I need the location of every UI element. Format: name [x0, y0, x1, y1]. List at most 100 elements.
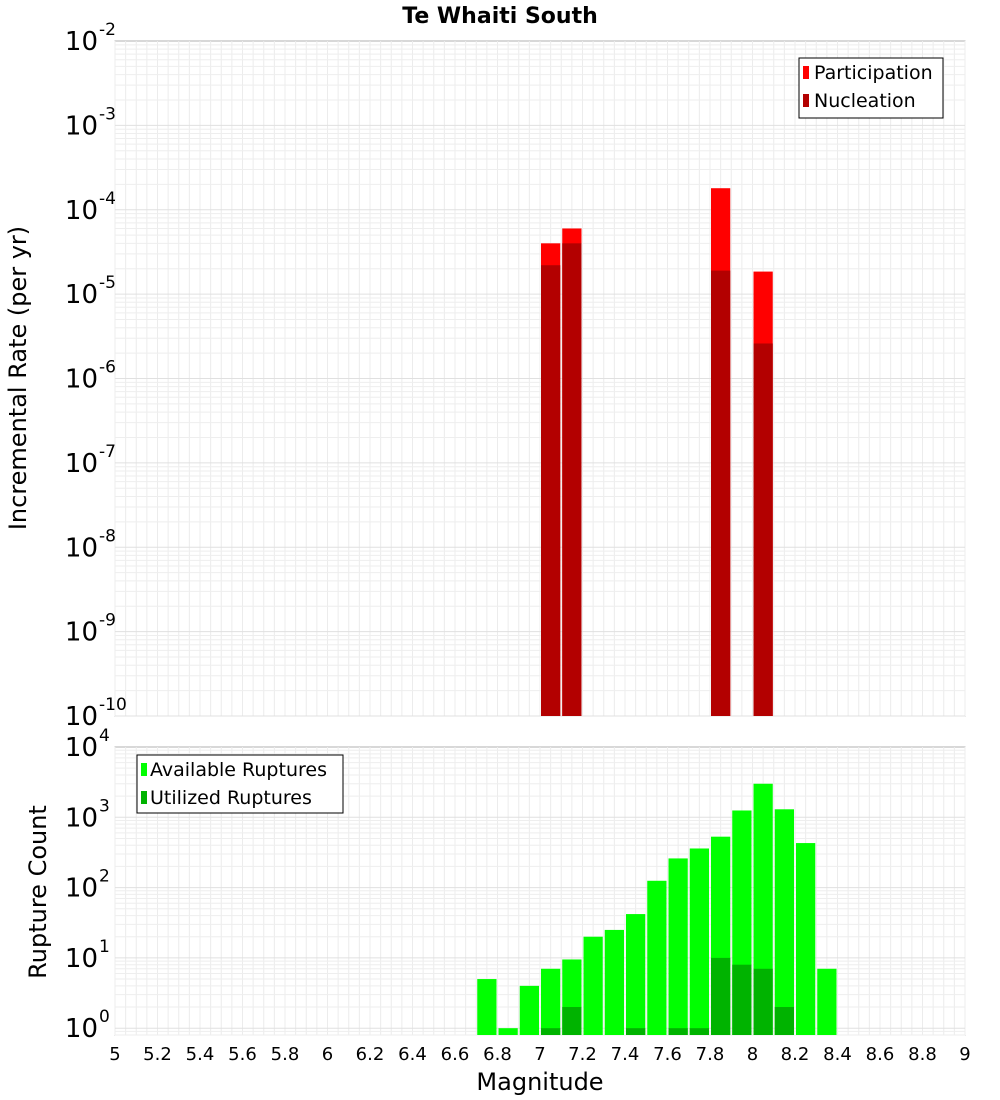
y-tick-label: 10 -5	[65, 273, 116, 310]
y-tick-exponent: -2	[99, 20, 116, 40]
count-legend: Available Ruptures Utilized Ruptures	[136, 754, 344, 814]
y-tick-base: 10	[65, 365, 98, 395]
bar-available-ruptures	[817, 968, 837, 1035]
bar-utilized-ruptures	[541, 1028, 561, 1035]
x-tick-label: 6.4	[398, 1044, 427, 1065]
bar-available-ruptures	[583, 936, 603, 1035]
y-tick-base: 10	[65, 733, 98, 763]
y-tick-label: 10 -7	[65, 442, 116, 479]
y-tick-exponent: -9	[99, 611, 116, 631]
y-tick-label: 10 -4	[65, 189, 116, 226]
y-tick-label: 10 -3	[65, 104, 116, 141]
bar-utilized-ruptures	[562, 1007, 582, 1035]
y-tick-exponent: 0	[99, 1007, 110, 1027]
x-axis-label: Magnitude	[476, 1068, 603, 1096]
bar-utilized-ruptures	[732, 964, 752, 1035]
x-tick-label: 5.2	[143, 1044, 172, 1065]
bar-available-ruptures	[626, 914, 646, 1035]
y-tick-exponent: -5	[99, 273, 116, 293]
y-tick-base: 10	[65, 196, 98, 226]
y-tick-exponent: -3	[99, 104, 116, 124]
rate-y-axis-label: Incremental Rate (per yr)	[4, 226, 32, 530]
y-tick-exponent: -10	[99, 695, 127, 715]
bar-nucleation	[562, 243, 582, 717]
x-tick-label: 5.8	[271, 1044, 300, 1065]
x-tick-label: 6.2	[356, 1044, 385, 1065]
y-tick-label: 10 2	[65, 867, 110, 904]
y-tick-label: 10 0	[65, 1007, 110, 1044]
count-legend-box	[136, 754, 344, 814]
legend-swatch-utilized-ruptures	[141, 791, 147, 804]
x-tick-label: 8	[747, 1044, 758, 1065]
bar-nucleation	[711, 270, 731, 716]
y-tick-base: 10	[65, 944, 98, 974]
y-tick-exponent: -6	[99, 358, 116, 378]
legend-label-utilized-ruptures: Utilized Ruptures	[150, 787, 312, 809]
y-tick-label: 10 -8	[65, 526, 116, 563]
y-tick-base: 10	[65, 533, 98, 563]
count-bars	[477, 783, 837, 1035]
x-tick-label: 9	[959, 1044, 970, 1065]
bar-utilized-ruptures	[774, 1007, 794, 1035]
x-tick-label: 5.4	[186, 1044, 215, 1065]
y-tick-base: 10	[65, 111, 98, 141]
legend-swatch-participation	[803, 66, 809, 79]
x-tick-label: 7.4	[611, 1044, 640, 1065]
y-tick-exponent: 4	[99, 726, 110, 746]
y-tick-exponent: 2	[99, 867, 110, 887]
y-tick-label: 10 4	[65, 726, 110, 763]
x-tick-label: 8.2	[781, 1044, 810, 1065]
x-tick-label: 7.6	[653, 1044, 682, 1065]
x-tick-label: 6.8	[483, 1044, 512, 1065]
legend-label-participation: Participation	[814, 62, 933, 84]
bar-utilized-ruptures	[626, 1028, 646, 1035]
chart-title: Te Whaiti South	[402, 4, 598, 29]
x-tick-label: 5	[109, 1044, 120, 1065]
bar-available-ruptures	[668, 858, 688, 1035]
y-tick-base: 10	[65, 449, 98, 479]
rate-legend: Participation Nucleation	[798, 57, 944, 119]
y-tick-exponent: -7	[99, 442, 116, 462]
x-tick-label: 8.6	[866, 1044, 895, 1065]
bar-available-ruptures	[498, 1028, 518, 1035]
y-tick-label: 10 -9	[65, 611, 116, 648]
x-tick-label: 6.6	[441, 1044, 470, 1065]
y-tick-base: 10	[65, 874, 98, 904]
legend-label-available-ruptures: Available Ruptures	[150, 759, 327, 781]
y-tick-base: 10	[65, 702, 98, 732]
x-tick-labels: 5 5.2 5.4 5.6 5.8 6 6.2 6.4 6.6 6.8 7 7.2 7.4 7.6 7.8 8…	[109, 1044, 970, 1065]
bar-utilized-ruptures	[753, 968, 773, 1035]
rate-bars	[541, 188, 773, 717]
x-tick-label: 7.2	[568, 1044, 597, 1065]
bar-nucleation	[541, 265, 561, 716]
bar-available-ruptures	[541, 968, 561, 1035]
y-tick-exponent: 3	[99, 796, 110, 816]
bar-available-ruptures	[796, 843, 816, 1035]
x-tick-label: 7.8	[696, 1044, 725, 1065]
bar-available-ruptures	[647, 880, 667, 1035]
rate-gridlines	[114, 41, 966, 717]
x-tick-label: 7	[534, 1044, 545, 1065]
x-tick-label: 8.4	[823, 1044, 852, 1065]
legend-swatch-available-ruptures	[141, 763, 147, 776]
y-tick-base: 10	[65, 1014, 98, 1044]
y-tick-base: 10	[65, 280, 98, 310]
y-tick-label: 10 1	[65, 937, 110, 974]
y-tick-base: 10	[65, 27, 98, 57]
y-tick-label: 10 3	[65, 796, 110, 833]
bar-available-ruptures	[689, 848, 709, 1035]
bar-nucleation	[753, 343, 773, 716]
y-tick-label: 10 -10	[65, 695, 127, 732]
y-tick-exponent: 1	[99, 937, 110, 957]
y-tick-exponent: -8	[99, 526, 116, 546]
x-tick-label: 8.8	[908, 1044, 937, 1065]
bar-available-ruptures	[519, 985, 539, 1035]
bar-available-ruptures	[774, 809, 794, 1035]
y-tick-base: 10	[65, 803, 98, 833]
y-tick-label: 10 -6	[65, 358, 116, 395]
bar-available-ruptures	[477, 979, 497, 1035]
